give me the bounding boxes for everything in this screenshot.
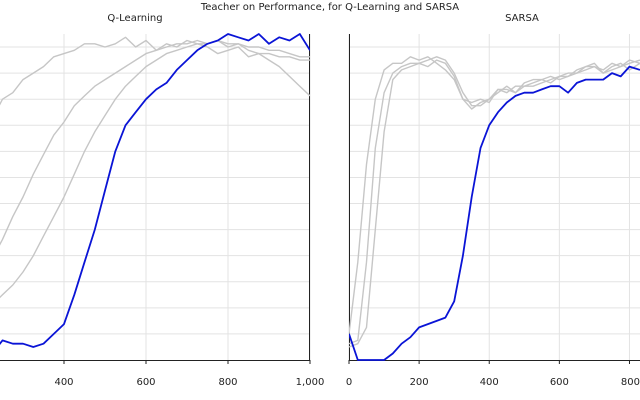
q-learning-title: Q-Learning [107,13,162,24]
x-tick-label: 0 [346,377,352,388]
sarsa-title: SARSA [505,13,539,24]
q-learning-panel: Q-Learning 2004006008001,000 [0,13,324,388]
series-group [349,56,640,361]
x-tick-label: 800 [621,377,640,388]
background-run-line [0,39,310,299]
background-run-line [349,59,640,348]
series-group [0,33,310,348]
highlight-run-line [0,33,310,348]
highlight-run-line [349,65,640,361]
x-tick-label: 200 [410,377,429,388]
x-tick-label: 400 [480,377,499,388]
x-tick-label: 1,000 [296,377,325,388]
sarsa-panel: SARSA 0 200 400 600 800 [346,13,640,388]
background-run-line [349,56,640,334]
background-run-line [0,36,310,106]
x-tick-label: 600 [550,377,569,388]
background-run-line [0,39,310,246]
x-tick-label: 600 [136,377,155,388]
background-run-line [349,56,640,345]
figure-suptitle: Teacher on Performance, for Q-Learning a… [200,2,459,13]
x-tick-label: 800 [218,377,237,388]
x-tick-label: 400 [54,377,73,388]
